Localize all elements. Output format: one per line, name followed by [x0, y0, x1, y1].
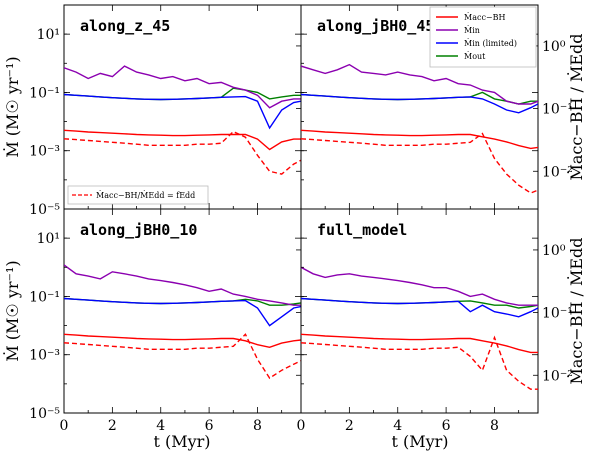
- y-left-tick-label: 10⁻³: [29, 348, 60, 364]
- series-f-edd: [64, 130, 301, 175]
- series-f-edd: [301, 132, 538, 194]
- y-left-tick-label: 10¹: [37, 27, 60, 43]
- x-tick-label: 8: [490, 418, 499, 434]
- x-tick-label: 0: [297, 418, 306, 434]
- legend-dashed-box: [67, 185, 209, 205]
- y-right-tick-label: 10⁻²: [542, 164, 573, 180]
- y-right-tick-label: 10⁻²: [542, 368, 573, 384]
- x-tick-label: 6: [205, 418, 214, 434]
- x-tick-label: 8: [253, 418, 262, 434]
- legend-label: Ṁin (limited): [464, 39, 517, 48]
- panel-along_jBH0_45: 10⁰ 10⁻¹ 10⁻² along_jBH0_45: [300, 4, 573, 210]
- panel-title: along_jBH0_45: [317, 17, 434, 35]
- panel-frame: [300, 208, 539, 414]
- legend-dashed-label: Ṁacc−BH/ṀEdd = fEdd: [96, 191, 195, 200]
- series-f-edd: [301, 335, 538, 390]
- y-left-tick-label: 10⁻¹: [29, 85, 60, 101]
- panel-full_model: 10⁰ 10⁻¹ 10⁻² 0 2 4 6 8 full_model: [297, 208, 573, 434]
- y-right-tick-label: 10⁻¹: [542, 306, 573, 322]
- panel-title: full_model: [317, 221, 407, 239]
- series-mdot-in-limited: [301, 93, 538, 114]
- y-right-tick-label: 10⁰: [542, 39, 566, 55]
- series-mdot-acc-bh: [301, 333, 538, 354]
- y-left-tick-label: 10⁻¹: [29, 289, 60, 305]
- x-tick-label: 6: [442, 418, 451, 434]
- x-tick-label: 4: [393, 418, 402, 434]
- series-mdot-acc-bh: [64, 333, 301, 349]
- series-mdot-in: [64, 65, 301, 109]
- y-right-tick-label: 10⁻¹: [542, 102, 573, 118]
- x-axis-label-right: t (Myr): [391, 432, 448, 451]
- legend-label: Ṁout: [464, 52, 486, 61]
- series-mdot-in: [64, 264, 301, 306]
- legend-dashed: Ṁacc−BH/ṀEdd = fEdd: [67, 185, 209, 205]
- series-mdot-in: [301, 63, 538, 105]
- panels-group: 10¹ 10⁻¹ 10⁻³ 10⁻⁵ along_z_45 10⁰ 10⁻¹ 10⁻² alon…: [29, 4, 573, 434]
- panel-along_z_45: 10¹ 10⁻¹ 10⁻³ 10⁻⁵ along_z_45: [29, 4, 302, 218]
- series-f-edd: [64, 333, 301, 380]
- panel-title: along_z_45: [80, 17, 170, 35]
- y-axis-label-left-bottom: Ṁ (M☉ yr⁻¹): [2, 260, 22, 361]
- y-left-tick-label: 10⁻³: [29, 144, 60, 160]
- y-right-tick-label: 10⁰: [542, 243, 566, 259]
- x-tick-label: 4: [156, 418, 165, 434]
- series-mdot-in-limited: [64, 93, 301, 130]
- y-left-tick-label: 10⁻⁵: [29, 406, 60, 422]
- legend-label: Ṁin: [464, 26, 480, 35]
- y-axis-label-left-top: Ṁ (M☉ yr⁻¹): [2, 56, 22, 157]
- axes-labels: Ṁ (M☉ yr⁻¹) Ṁ (M☉ yr⁻¹) Ṁacc−BH / ṀEdd Ṁ…: [2, 33, 586, 451]
- series-mdot-acc-bh: [64, 129, 301, 151]
- series-mdot-in-limited: [64, 297, 301, 327]
- legend: Ṁacc−BH Ṁin Ṁin (limited) Ṁout: [429, 6, 537, 68]
- panel-along_jBH0_10: 10¹ 10⁻¹ 10⁻³ 10⁻⁵0 2 4 6 8 along_jBH0_10: [29, 208, 302, 434]
- series-mdot-in-limited: [301, 297, 538, 318]
- legend-label: Ṁacc−BH: [464, 13, 506, 22]
- series-mdot-acc-bh: [301, 129, 538, 150]
- series-mdot-in: [301, 266, 538, 306]
- y-left-tick-label: 10⁻⁵: [29, 202, 60, 218]
- x-axis-label-left: t (Myr): [153, 432, 210, 451]
- y-axis-label-right-bottom: Ṁacc−BH / ṀEdd: [566, 237, 586, 384]
- y-axis-label-right-top: Ṁacc−BH / ṀEdd: [566, 33, 586, 180]
- y-left-tick-label: 10¹: [37, 231, 60, 247]
- panel-title: along_jBH0_10: [80, 221, 197, 239]
- x-tick-label: 2: [345, 418, 354, 434]
- x-tick-label: 0: [60, 418, 69, 434]
- x-tick-label: 2: [108, 418, 117, 434]
